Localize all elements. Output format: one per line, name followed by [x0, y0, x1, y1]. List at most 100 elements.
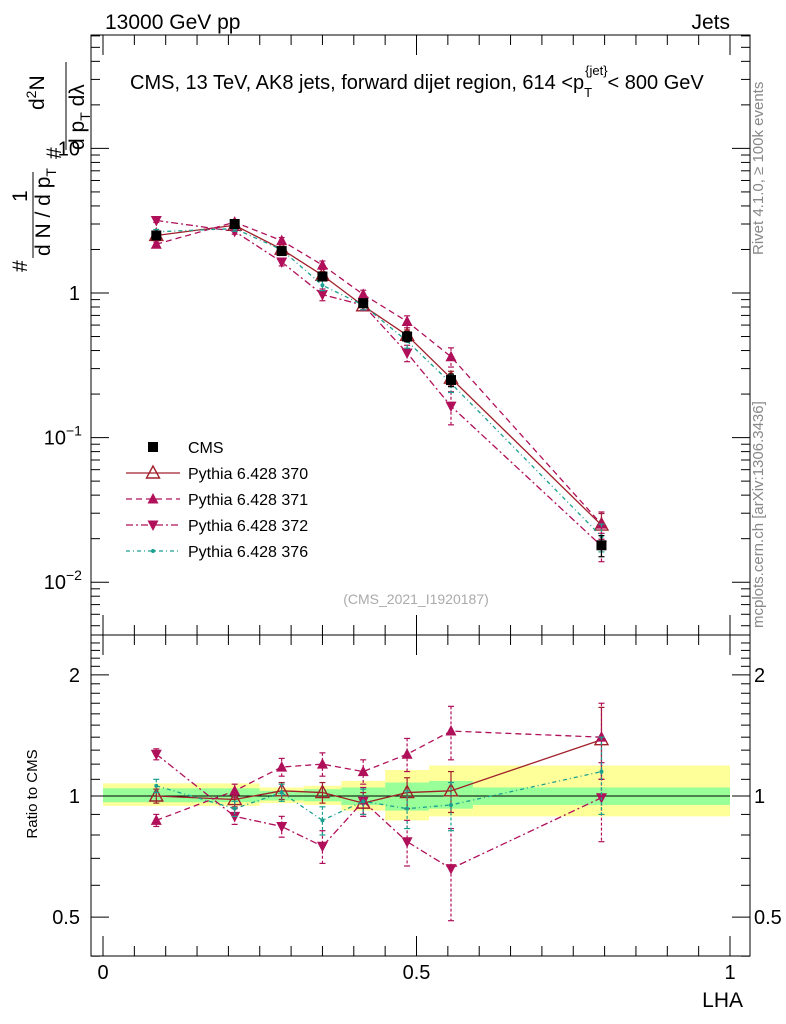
analysis-watermark: (CMS_2021_I1920187): [343, 591, 489, 607]
legend-item-1: Pythia 6.428 371: [126, 492, 308, 509]
ratio-point: [226, 791, 243, 806]
ratio-point: [148, 787, 164, 802]
ratio-point: [150, 814, 162, 825]
ratio-point: [448, 802, 453, 807]
x-tick-label: 0.5: [403, 962, 431, 984]
series-line: [156, 224, 602, 526]
y-tick-label-ratio-right: 2: [754, 665, 765, 687]
legend-marker: [147, 520, 159, 531]
ratio-point: [595, 731, 607, 742]
ratio-series-line: [156, 730, 602, 821]
data-point: [320, 283, 325, 288]
chart-title: CMS, 13 TeV, AK8 jets, forward dijet reg…: [130, 63, 704, 100]
ratio-point: [314, 784, 331, 799]
y-tick-label-ratio: 0.5: [52, 907, 80, 929]
series-ratio-1: [150, 702, 607, 828]
ratio-point: [316, 758, 328, 769]
ratio-point: [150, 749, 162, 761]
cms-data-point: [317, 271, 328, 282]
legend-item-0: Pythia 6.428 370: [126, 464, 308, 483]
cms-data-point: [402, 331, 413, 342]
y-axis-label-main: # 1 d N / d pT # d2N d pT dλ: [9, 62, 93, 272]
ratio-series-line: [155, 753, 602, 870]
cms-data-point: [276, 246, 287, 257]
ratio-panel: 0 0.5 1 2 2 1 1 0.5 0.5 Ratio to CMS: [24, 634, 782, 984]
ratio-point: [443, 782, 459, 797]
ratio-series-line: [156, 770, 602, 822]
y-tick-label-ratio: 1: [69, 786, 80, 808]
ratio-point: [279, 790, 284, 795]
legend-label: Pythia 6.428 371: [188, 492, 308, 509]
series-line: [156, 219, 602, 547]
ratio-point: [276, 761, 288, 772]
ratio-point: [361, 799, 366, 804]
data-point: [150, 215, 162, 227]
x-axis-label: LHA: [702, 989, 743, 1012]
legend: CMS Pythia 6.428 370 Pythia 6.428 371 Pythi…: [126, 440, 308, 561]
ratio-point: [316, 841, 328, 853]
ratio-point: [401, 837, 413, 848]
mcplots-label: mcplots.cern.ch [arXiv:1306.3436]: [750, 401, 767, 628]
ratio-point: [405, 806, 410, 811]
ratio-series-line: [156, 739, 602, 804]
svg-text:1: 1: [9, 190, 32, 202]
y-tick-label-main: 10: [44, 428, 66, 450]
data-point: [150, 238, 162, 249]
y-tick-label-main: 10: [44, 572, 66, 594]
data-point: [445, 401, 457, 413]
energy-label: 13000 GeV pp: [105, 11, 240, 34]
y-tick-label-main: 1: [69, 283, 80, 305]
data-point: [445, 350, 457, 362]
ratio-point: [445, 725, 457, 736]
svg-text:d2N: d2N: [23, 75, 49, 110]
legend-label: Pythia 6.428 376: [188, 544, 308, 561]
legend-marker: [145, 464, 161, 479]
x-tick-label: 1: [724, 962, 735, 984]
ratio-point: [229, 811, 241, 823]
data-point: [401, 315, 413, 327]
data-point: [276, 257, 288, 269]
y-tick-label-ratio-right: 1: [754, 786, 765, 808]
svg-text:d N / d pT: d N / d pT: [32, 168, 59, 256]
ratio-y-label: Ratio to CMS: [24, 749, 41, 838]
ratio-point: [276, 821, 288, 833]
cms-data-point: [596, 540, 607, 551]
data-point: [316, 290, 328, 301]
cms-data: [151, 219, 607, 558]
svg-text:#: #: [9, 260, 32, 272]
data-point: [316, 259, 328, 270]
data-point: [357, 288, 369, 299]
ratio-point: [357, 765, 369, 777]
series-ratio-2: [150, 748, 607, 922]
legend-item-2: Pythia 6.428 372: [126, 518, 308, 535]
category-label: Jets: [691, 11, 730, 34]
rivet-label: Rivet 4.1.0, ≥ 100k events: [750, 82, 767, 255]
series-main-1: [150, 216, 607, 540]
legend-marker: [151, 549, 155, 553]
legend-label: Pythia 6.428 370: [188, 466, 308, 483]
ratio-point: [232, 806, 237, 811]
y-tick-label-ratio: 2: [69, 665, 80, 687]
svg-text:#: #: [43, 147, 66, 159]
data-point: [595, 518, 607, 529]
series-line: [156, 227, 602, 537]
series-ratio-3: [153, 736, 605, 836]
legend-item-3: Pythia 6.428 376: [126, 544, 308, 561]
cms-data-point: [229, 219, 240, 230]
y-tick-label-main: 10: [58, 138, 80, 160]
cms-data-point: [445, 375, 456, 386]
legend-label: Pythia 6.428 372: [188, 518, 308, 535]
cms-data-point: [358, 298, 369, 309]
data-point: [229, 226, 241, 238]
series-line: [156, 221, 602, 525]
ratio-point: [320, 818, 325, 823]
svg-text:d pT dλ: d pT dλ: [66, 84, 93, 150]
ratio-point: [401, 748, 413, 759]
cms-data-point: [151, 230, 162, 241]
legend-cms-marker: [148, 442, 158, 452]
data-point: [276, 234, 288, 246]
y-tick-label-exponent: −1: [66, 423, 82, 439]
ratio-point: [445, 864, 457, 875]
